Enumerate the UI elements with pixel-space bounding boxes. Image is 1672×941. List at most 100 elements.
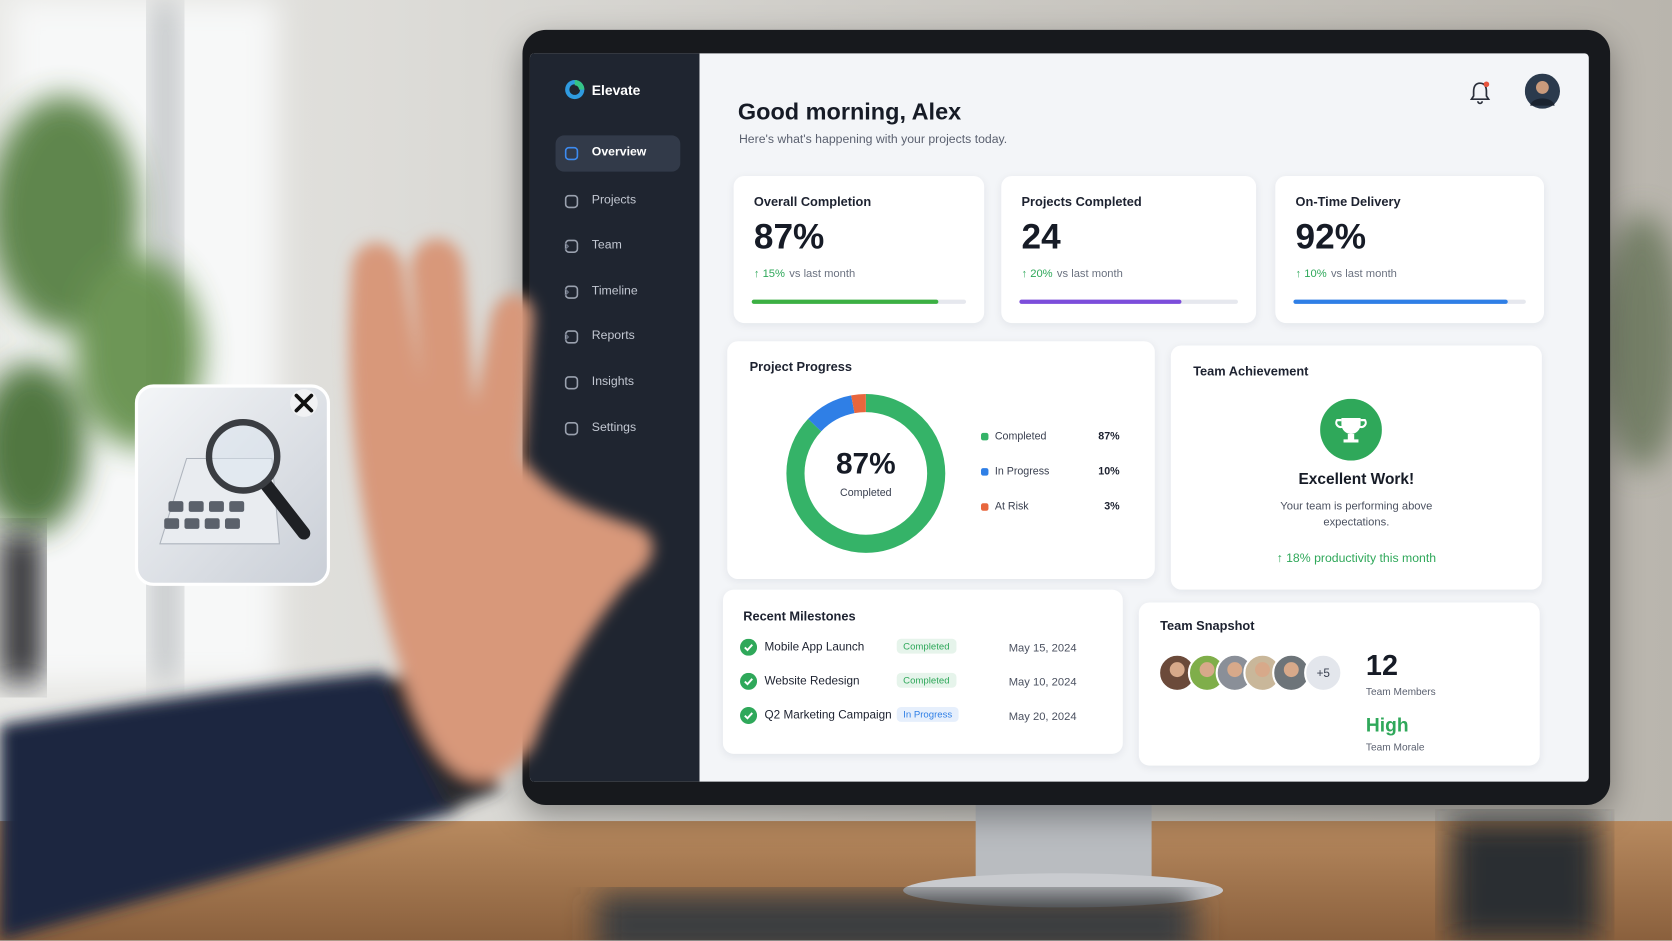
team-morale-label: Team Morale bbox=[1365, 742, 1425, 754]
milestones-card: Recent Milestones Mobile App Launch Compl… bbox=[722, 589, 1123, 754]
kpi-value: 92% bbox=[1295, 216, 1366, 256]
kpi-change-note: vs last month bbox=[789, 267, 856, 281]
donut-center-value: 87% bbox=[836, 447, 896, 480]
card-title: Team Snapshot bbox=[1160, 618, 1255, 634]
kpi-change-value: ↑ 20% bbox=[1021, 267, 1053, 281]
nav-label: Settings bbox=[591, 421, 637, 434]
kpi-title: Projects Completed bbox=[1021, 194, 1142, 209]
close-button[interactable] bbox=[290, 389, 318, 417]
kpi-change-note: vs last month bbox=[1330, 267, 1397, 281]
avatar-stack: +5 bbox=[1158, 653, 1343, 693]
kpi-change-note: vs last month bbox=[1056, 267, 1123, 281]
team-count-label: Team Members bbox=[1365, 686, 1436, 699]
milestone-row: Q2 Marketing Campaign In Progress May 20, … bbox=[740, 706, 1103, 727]
milestone-date: May 20, 2024 bbox=[1008, 710, 1077, 723]
progress-fill bbox=[751, 299, 939, 304]
legend-label: Completed bbox=[994, 430, 1047, 443]
milestone-row: Mobile App Launch Completed May 15, 2024 bbox=[740, 638, 1103, 659]
nav-item[interactable]: Insights bbox=[556, 365, 681, 401]
team-snapshot-card: Team Snapshot +5 12 Team Members High Te… bbox=[1138, 602, 1540, 766]
donut-segment bbox=[786, 393, 946, 553]
nav-icon bbox=[564, 376, 579, 390]
milestone-name: Website Redesign bbox=[764, 674, 860, 688]
legend-swatch bbox=[980, 432, 989, 441]
kpi-change: ↑ 15% vs last month bbox=[754, 268, 855, 281]
chevron-shape bbox=[564, 333, 570, 341]
legend-label: In Progress bbox=[994, 465, 1050, 478]
team-morale: High bbox=[1365, 714, 1409, 736]
check-mark bbox=[744, 644, 753, 652]
nav-item[interactable]: Reports bbox=[556, 319, 681, 355]
status-badge: Completed bbox=[896, 638, 956, 654]
legend-value: 3% bbox=[1104, 501, 1120, 513]
nav-icon-shape bbox=[564, 330, 579, 344]
nav-icon-shape bbox=[564, 285, 579, 299]
avatar-extra: +5 bbox=[1317, 667, 1331, 680]
progress-track bbox=[751, 299, 967, 304]
card-title: Recent Milestones bbox=[743, 608, 856, 624]
legend-value: 10% bbox=[1098, 465, 1120, 478]
card-title: Project Progress bbox=[749, 359, 853, 375]
nav-item[interactable]: Team bbox=[556, 228, 681, 264]
nav-item[interactable]: Settings bbox=[556, 411, 681, 447]
nav-label: Reports bbox=[591, 329, 635, 343]
app-name: Elevate bbox=[591, 82, 641, 99]
dashboard-screen: Elevate Overview Projects Team Timeline Repo… bbox=[529, 53, 1589, 782]
nav-label: Projects bbox=[591, 194, 637, 207]
achievement-heading: Excellent Work! bbox=[1298, 471, 1415, 489]
nav-item[interactable]: Projects bbox=[556, 183, 681, 219]
kpi-card: Overall Completion 87% ↑ 15% vs last month bbox=[733, 175, 985, 324]
kpi-title: Overall Completion bbox=[753, 194, 872, 209]
kpi-title: On-Time Delivery bbox=[1295, 194, 1401, 209]
greeting: Good morning, Alex bbox=[737, 98, 962, 125]
kpi-change: ↑ 20% vs last month bbox=[1022, 268, 1123, 281]
kpi-change-value: ↑ 15% bbox=[753, 267, 785, 281]
nav-icon-shape bbox=[564, 146, 579, 161]
milestone-date: May 15, 2024 bbox=[1008, 641, 1077, 655]
status-badge: In Progress bbox=[896, 706, 959, 722]
milestone-name: Q2 Marketing Campaign bbox=[764, 709, 892, 722]
user-avatar[interactable] bbox=[1524, 73, 1560, 109]
card-title: Team Achievement bbox=[1193, 363, 1309, 379]
project-progress-card: Project Progress 87% Completed Completed 8… bbox=[727, 341, 1155, 580]
team-count: 12 bbox=[1365, 649, 1398, 682]
progress-track bbox=[1019, 299, 1238, 304]
milestone-row: Website Redesign Completed May 10, 2024 bbox=[740, 672, 1103, 693]
kpi-change: ↑ 10% vs last month bbox=[1296, 268, 1397, 281]
nav-icon bbox=[564, 146, 579, 161]
nav-chevron bbox=[564, 242, 570, 250]
nav-icon-shape bbox=[564, 421, 579, 436]
check-mark bbox=[744, 678, 753, 686]
nav-icon bbox=[564, 194, 579, 209]
achievement-text: Your team is performing above expectatio… bbox=[1280, 500, 1433, 529]
chevron-shape bbox=[564, 288, 570, 296]
kpi-card: On-Time Delivery 92% ↑ 10% vs last month bbox=[1275, 175, 1545, 324]
kpi-card: Projects Completed 24 ↑ 20% vs last month bbox=[1001, 175, 1257, 324]
achievement-highlight: ↑ 18% productivity this month bbox=[1276, 552, 1437, 566]
kpi-change-value: ↑ 10% bbox=[1295, 267, 1327, 281]
check-circle bbox=[740, 638, 758, 656]
nav-label: Overview bbox=[591, 146, 647, 159]
status-badge: Completed bbox=[896, 672, 956, 688]
nav-label: Team bbox=[591, 238, 622, 252]
legend-value: 87% bbox=[1098, 430, 1120, 443]
check-circle bbox=[740, 672, 758, 690]
nav-item[interactable]: Overview bbox=[555, 135, 681, 172]
nav-item[interactable]: Timeline bbox=[556, 274, 681, 310]
nav-icon-shape bbox=[564, 239, 579, 253]
check-icon bbox=[740, 638, 758, 656]
trophy-icon bbox=[1320, 398, 1382, 461]
progress-fill bbox=[1293, 299, 1508, 304]
notifications-button[interactable] bbox=[1468, 80, 1491, 106]
nav-chevron bbox=[564, 333, 570, 341]
kpi-value: 87% bbox=[753, 216, 825, 256]
nav-label: Insights bbox=[591, 375, 635, 389]
kpi-value: 24 bbox=[1021, 216, 1061, 256]
nav-icon-shape bbox=[564, 194, 579, 209]
check-circle bbox=[740, 706, 758, 725]
check-mark bbox=[744, 712, 753, 720]
progress-track bbox=[1293, 299, 1526, 304]
